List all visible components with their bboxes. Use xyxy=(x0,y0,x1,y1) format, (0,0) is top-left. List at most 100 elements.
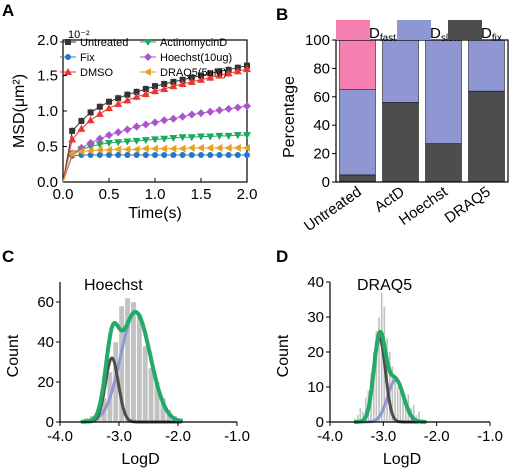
data-point xyxy=(133,88,140,95)
data-point xyxy=(224,132,233,140)
bar-segment-Dfix xyxy=(425,143,462,183)
data-point xyxy=(215,71,224,79)
data-point xyxy=(114,128,123,137)
data-point xyxy=(207,152,214,159)
data-point xyxy=(132,137,141,145)
panel-b-chart: Untreated ActDHoechstDRAQ5020406080100Per… xyxy=(281,20,509,235)
bar-segment-Dfix xyxy=(339,174,376,183)
y-tick-label: 60 xyxy=(313,89,330,106)
data-point xyxy=(106,98,112,105)
data-point xyxy=(152,152,158,159)
panel-d-chart: -4.0 -3.0 -2.0 -1.0 0 10 20 30 40 LogD Count DRAQ5 xyxy=(275,274,503,468)
data-point xyxy=(115,152,122,159)
data-point xyxy=(215,132,224,140)
data-point xyxy=(188,74,195,81)
data-point xyxy=(95,109,104,117)
y-axis-label: Count xyxy=(5,334,22,377)
fit-curve-total xyxy=(353,329,427,424)
histogram-bar xyxy=(142,345,149,423)
data-point xyxy=(233,103,242,112)
data-point xyxy=(224,104,233,113)
bar-segment-Dfast xyxy=(339,39,376,90)
data-point xyxy=(95,134,104,143)
data-point xyxy=(123,145,131,154)
data-point xyxy=(197,75,205,83)
legend-marker xyxy=(65,54,71,60)
data-point xyxy=(152,83,158,90)
data-point xyxy=(198,152,204,159)
data-point xyxy=(160,144,168,153)
x-tick-label: -2.0 xyxy=(424,428,450,445)
y-tick-label: 40 xyxy=(37,334,54,351)
legend-sub: fast xyxy=(380,33,396,44)
data-point xyxy=(206,107,215,116)
y-tick-label: 0.5 xyxy=(37,139,58,156)
y-tick-label: 100 xyxy=(305,32,330,49)
legend-label: Dfast xyxy=(369,25,396,44)
legend-label: Dfix xyxy=(481,25,502,44)
data-point xyxy=(132,122,141,131)
data-point xyxy=(233,132,242,140)
data-point xyxy=(114,99,123,107)
legend-sub: fix xyxy=(492,33,502,44)
data-point xyxy=(115,95,122,102)
y-axis-label: Count xyxy=(275,334,292,377)
legend-main: D xyxy=(481,25,492,42)
data-point xyxy=(207,70,214,77)
x-axis-label: LogD xyxy=(121,451,159,468)
data-point xyxy=(68,135,77,143)
data-point xyxy=(243,102,251,111)
annotation: DRAQ5 xyxy=(357,277,412,294)
data-point xyxy=(87,109,94,116)
fit-curve-total xyxy=(80,309,183,424)
data-point xyxy=(124,91,131,98)
data-point xyxy=(243,132,251,140)
histogram-bar xyxy=(130,301,137,423)
data-point xyxy=(160,135,169,143)
data-point xyxy=(187,134,196,142)
data-point xyxy=(95,146,103,155)
x-tick-label: -4.0 xyxy=(47,428,73,445)
data-point xyxy=(224,69,233,77)
data-point xyxy=(96,103,103,110)
data-point xyxy=(132,145,140,154)
x-tick-label: -2.0 xyxy=(165,428,191,445)
y-tick-label: 60 xyxy=(37,294,54,311)
data-point xyxy=(179,152,186,159)
y-axis-label: MSD(μm²) xyxy=(11,74,28,148)
legend-label: DMSO xyxy=(80,67,113,79)
y-tick-label: 0 xyxy=(322,174,330,191)
panel-a-chart: 0.0 0.5 1.0 1.5 2.0 0.0 0.5 1.0 1.5 2.0 10⁻² Time(s… xyxy=(11,29,257,222)
data-point xyxy=(170,78,177,85)
legend-label: ActinomycinD xyxy=(160,37,227,49)
data-point xyxy=(161,81,168,88)
x-tick-label: 0.0 xyxy=(53,186,74,203)
histogram-bar xyxy=(136,313,143,423)
y-tick-label: 80 xyxy=(313,60,330,77)
data-point xyxy=(215,143,223,152)
data-point xyxy=(86,143,95,151)
bar-segment-Dslow xyxy=(339,89,376,176)
data-point xyxy=(151,136,159,144)
data-point xyxy=(105,146,112,155)
data-point xyxy=(243,143,250,152)
y-tick-label: 20 xyxy=(307,344,324,361)
data-point xyxy=(151,118,159,127)
y-tick-label: 40 xyxy=(313,117,330,134)
x-axis-label: LogD xyxy=(383,451,421,468)
category-label: DRAQ5 xyxy=(442,183,494,227)
x-tick-label: 1.0 xyxy=(145,186,166,203)
data-point xyxy=(86,116,95,124)
data-point xyxy=(206,133,215,141)
data-point xyxy=(169,82,178,90)
data-point xyxy=(151,144,158,153)
data-point xyxy=(86,138,95,147)
data-point xyxy=(187,143,195,152)
data-point xyxy=(105,139,113,147)
data-point xyxy=(225,152,232,159)
data-point xyxy=(123,125,132,134)
data-point xyxy=(160,116,169,125)
data-point xyxy=(178,134,187,142)
y-tick-label: 30 xyxy=(307,309,324,326)
